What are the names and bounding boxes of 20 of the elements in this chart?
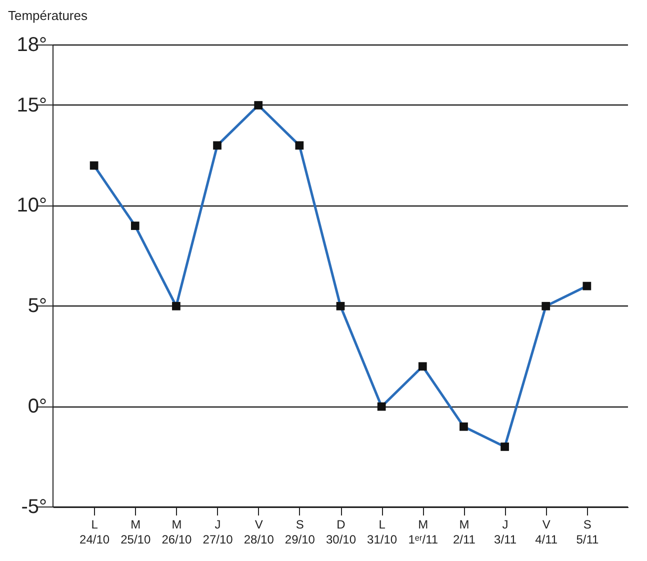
y-tick-label: -5° — [21, 496, 47, 518]
x-tick-label: M 26/10 — [162, 518, 192, 546]
y-tick-label: 0° — [28, 396, 47, 418]
x-tick-label: L 24/10 — [80, 518, 110, 546]
y-tick-label: 5° — [28, 295, 47, 318]
y-tick-label: 10° — [16, 194, 47, 217]
x-tick-label: J 3/11 — [494, 518, 517, 546]
x-tick-label: L 31/10 — [367, 518, 398, 546]
x-tick-label: D 30/10 — [326, 518, 356, 546]
x-tick-label: S 5/11 — [576, 518, 599, 546]
x-tick-label: V 28/10 — [244, 518, 274, 546]
x-tick-label: M 25/10 — [120, 518, 151, 546]
x-tick-label: V 4/11 — [535, 518, 558, 546]
y-axis-title: Températures — [8, 8, 88, 23]
x-tick-label: M 2/11 — [452, 518, 476, 546]
x-tick-label: J 27/10 — [202, 518, 234, 546]
y-tick-label: 18° — [16, 34, 47, 56]
x-tick-label: S 29/10 — [284, 518, 316, 546]
x-tick-label: M 1ᵉʳ/11 — [408, 518, 438, 546]
y-tick-label: 15° — [16, 94, 47, 116]
